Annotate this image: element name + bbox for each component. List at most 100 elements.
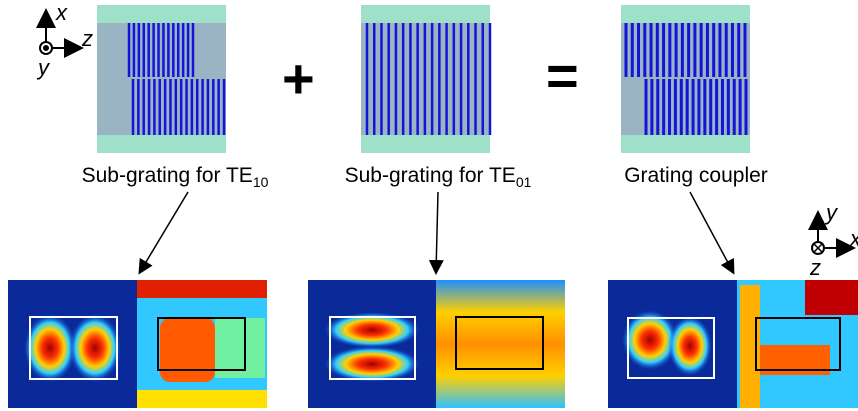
axis-label: y [824,200,839,225]
grating-tooth [686,79,689,135]
core [97,23,226,135]
axis-label: z [809,255,821,280]
grating-tooth [187,23,190,77]
grating-tooth [668,23,671,77]
grating-tooth [445,23,448,135]
operator: = [546,44,579,107]
caption-text: Sub-grating for TE [345,164,516,187]
grating-tooth [718,23,721,77]
grating-tooth [731,23,734,77]
grating-tooth [207,79,210,135]
field-map [608,280,858,408]
grating-tooth [697,79,700,135]
grating-tooth [212,79,215,135]
grating-tooth [737,23,740,77]
caption: Grating coupler [624,164,768,187]
axis-label: x [849,226,858,251]
grating-tooth [744,23,747,77]
grating-tooth [625,23,628,77]
grating-tooth [733,79,736,135]
grating-tooth [693,23,696,77]
grating-tooth [725,23,728,77]
grating-tooth [147,23,150,77]
grating-tooth [645,79,648,135]
grating-tooth [143,23,146,77]
grating-tooth [159,79,162,135]
grating-tooth [395,23,398,135]
operator: + [282,47,315,110]
core [621,23,750,135]
grating-tooth [482,23,485,135]
arrows [140,192,733,272]
grating-tooth [692,79,695,135]
grating-tooth [643,23,646,77]
grating-tooth [438,23,441,135]
subscript: 10 [253,174,269,190]
grating-tooth [700,23,703,77]
grating-tooth [675,23,678,77]
grating-tooth [687,23,690,77]
grating-tooth [380,23,383,135]
grating-tooth [153,79,156,135]
grating-tooth [148,79,151,135]
axis-label: z [81,26,93,51]
cladding [97,5,226,23]
grating-tooth [453,23,456,135]
axis-label: y [36,55,51,80]
grating-tooth [132,79,135,135]
grating-tooth [196,79,199,135]
grating-tooth [703,79,706,135]
grating-tooth [416,23,419,135]
grating-tooth [373,23,376,135]
grating-tooth [157,23,160,77]
grating-tooth [185,79,188,135]
grating-tooth [668,79,671,135]
grating-tooth [460,23,463,135]
grating-tooth [409,23,412,135]
figure: x z y + = Sub-grating for TE10 Sub-grati… [0,0,858,411]
grating-tooth [474,23,477,135]
grating-tooth [727,79,730,135]
grating-tooth [142,79,145,135]
grating-tooth [706,23,709,77]
grating-tooth [721,79,724,135]
grating-tooth [637,23,640,77]
grating-tooth [180,79,183,135]
cladding [97,135,226,153]
grating-tooth [138,23,141,77]
caption: Sub-grating for TE01 [345,164,532,190]
subscript: 01 [516,174,532,190]
field-map [8,280,267,408]
grating-tooth [709,79,712,135]
grating-tooth [656,79,659,135]
cladding [621,135,750,153]
grating-tooth [152,23,155,77]
caption-text: Sub-grating for TE [82,164,253,187]
grating-tooth [128,23,131,77]
grating-tooth [182,23,185,77]
field-map [308,280,565,408]
grating-tooth [674,79,677,135]
grating-tooth [192,23,195,77]
grating-tooth [467,23,470,135]
grating-tooth [175,79,178,135]
grating-tooth [133,23,136,77]
cladding [361,135,490,153]
grating-tooth [169,79,172,135]
cladding [621,5,750,23]
grating-tooth [366,23,369,135]
grating-tooth [745,79,748,135]
grating-tooth [424,23,427,135]
grating-tooth [650,79,653,135]
cladding [361,5,490,23]
grating-tooth [650,23,653,77]
grating-tooth [162,23,165,77]
grating-tooth [681,23,684,77]
grating-tooth [201,79,204,135]
grating-tooth [489,23,492,135]
grating-tooth [191,79,194,135]
grating-tooth [402,23,405,135]
grating-tooth [712,23,715,77]
grating-tooth [656,23,659,77]
grating-tooth [662,23,665,77]
